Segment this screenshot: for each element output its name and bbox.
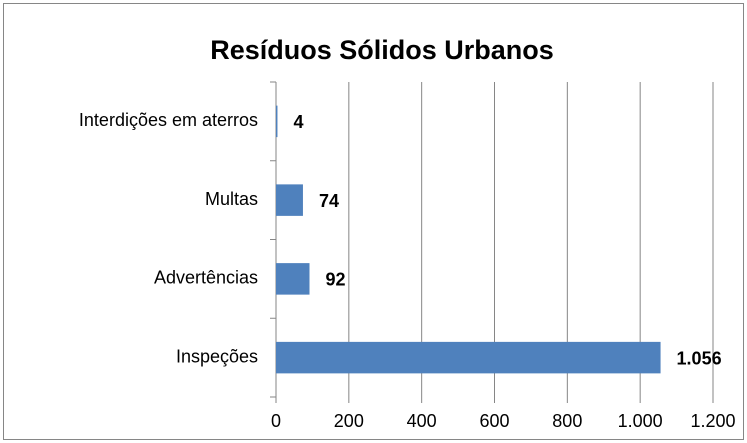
- y-tick-label: Interdições em aterros: [79, 110, 258, 130]
- x-tick-label: 200: [334, 411, 364, 431]
- x-tick-label: 400: [407, 411, 437, 431]
- bar: [276, 105, 278, 138]
- y-tick-label: Inspeções: [176, 346, 258, 366]
- x-tick-label: 1.200: [690, 411, 735, 431]
- value-label: 4: [293, 112, 303, 132]
- chart-border: [3, 3, 744, 440]
- bar: [276, 263, 310, 295]
- x-tick-label: 600: [479, 411, 509, 431]
- x-tick-label: 0: [271, 411, 281, 431]
- bar: [276, 341, 661, 374]
- bar: [276, 184, 303, 216]
- x-tick-label: 800: [552, 411, 582, 431]
- value-label: 74: [319, 191, 339, 211]
- y-tick-label: Advertências: [154, 268, 258, 288]
- y-tick-label: Multas: [205, 189, 258, 209]
- x-tick-label: 1.000: [618, 411, 663, 431]
- value-label: 1.056: [677, 348, 722, 368]
- value-label: 92: [326, 270, 346, 290]
- chart-title: Resíduos Sólidos Urbanos: [210, 35, 554, 65]
